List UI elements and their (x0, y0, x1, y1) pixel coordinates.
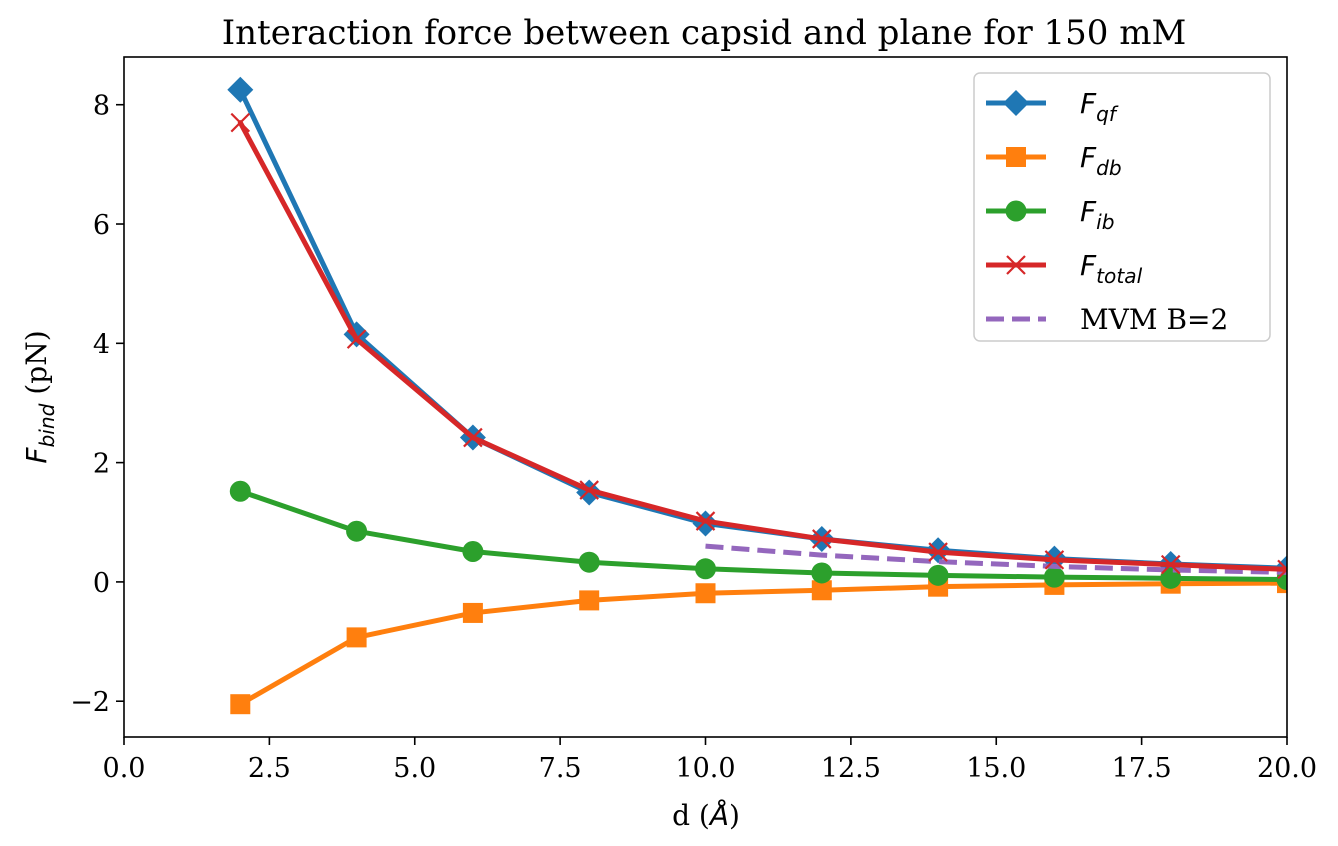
y-tick-label: 0 (93, 568, 110, 599)
x-tick-label: 2.5 (248, 753, 291, 784)
legend-label: Fib (1080, 195, 1115, 234)
label-base: F (1080, 195, 1097, 228)
data-point-f-total (1160, 554, 1181, 575)
series-f-ib (229, 480, 1287, 591)
y-tick-label: 4 (93, 329, 110, 360)
legend-swatch-marker (1005, 200, 1027, 222)
legend-swatch-marker (1003, 90, 1029, 116)
legend-swatch-marker (1006, 147, 1026, 167)
x-tick-label: 10.0 (675, 753, 735, 784)
data-point-f-ib (695, 558, 716, 580)
x-tick-label: 5.0 (393, 753, 436, 784)
legend-swatch-marker (1006, 255, 1026, 275)
data-point-f-ib (927, 564, 949, 586)
data-point-f-total (1277, 559, 1287, 580)
series-line-mvm-b-2 (705, 543, 1287, 575)
data-point-f-db (230, 694, 251, 715)
data-point-f-total (230, 112, 251, 133)
legend-label: Ftotal (1080, 249, 1143, 288)
label-base: F (1080, 141, 1097, 174)
x-tick-label: 0.0 (103, 753, 146, 784)
x-tick-label: 12.5 (821, 753, 881, 784)
x-label-unit: Å (708, 798, 729, 832)
series-f-db (230, 573, 1287, 715)
x-label-text: d ( (672, 799, 710, 832)
data-point-f-db (346, 627, 367, 648)
data-point-f-total (1044, 550, 1065, 570)
y-tick-label: −2 (70, 687, 110, 718)
series-line-f-db (237, 580, 1287, 707)
data-point-f-qf (227, 76, 254, 103)
x-tick-label: 17.5 (1112, 753, 1172, 784)
label-subscript: db (1096, 156, 1122, 180)
x-tick-label: 15.0 (966, 753, 1026, 784)
data-point-f-total (463, 427, 483, 448)
series-mvm-b-2 (705, 543, 1287, 575)
legend-box (973, 72, 1271, 342)
plot-layer (227, 76, 1287, 715)
x-tick-label: 20.0 (1257, 753, 1317, 784)
y-label-unit: (pN) (20, 330, 53, 403)
data-point-f-total (346, 329, 367, 349)
y-tick-label: 6 (93, 210, 110, 241)
x-label-text: ) (729, 799, 740, 832)
x-axis-label: d (Å) (672, 798, 740, 832)
series-f-total (230, 112, 1287, 580)
data-point-f-total (579, 480, 599, 500)
data-point-f-db (811, 580, 832, 601)
y-tick-label: 8 (93, 91, 110, 122)
legend-label: Fdb (1080, 141, 1122, 180)
x-axis-ticks: 0.0 2.5 5.0 7.5 10.0 12.5 15.0 17.5 20.0 (103, 737, 1317, 784)
data-point-f-ib (462, 540, 484, 562)
legend-item-mvm-b-2: MVM B=2 (986, 303, 1228, 336)
chart-title: Interaction force between capsid and pla… (222, 13, 1187, 53)
data-point-f-total (812, 529, 832, 549)
label-base: F (1080, 87, 1097, 120)
series-line-f-ib (237, 488, 1287, 583)
y-axis-label: Fbind (pN) (20, 330, 59, 463)
label-subscript: total (1096, 264, 1142, 288)
legend-item-f-db: Fdb (986, 141, 1122, 180)
y-label-subscript: bind (35, 403, 59, 447)
legend-item-f-qf: Fqf (986, 87, 1119, 126)
y-label-base: F (20, 447, 53, 464)
data-point-f-total (928, 542, 948, 562)
label-base: F (1080, 249, 1097, 282)
data-point-f-ib (1160, 567, 1182, 589)
data-point-f-ib (229, 480, 251, 502)
legend-label: MVM B=2 (1080, 303, 1228, 336)
legend-item-f-total: Ftotal (986, 249, 1143, 288)
data-point-f-db (695, 583, 716, 604)
label-subscript: ib (1096, 210, 1114, 234)
y-tick-label: 2 (93, 449, 110, 480)
legend-label: Fqf (1080, 87, 1119, 126)
series-line-f-total (237, 120, 1287, 572)
data-point-f-db (462, 602, 483, 623)
x-tick-label: 7.5 (539, 753, 582, 784)
y-axis-ticks: −2 0 2 4 6 8 (70, 91, 124, 718)
data-point-f-db (579, 590, 600, 611)
legend-item-f-ib: Fib (986, 195, 1115, 234)
data-point-f-total (695, 511, 716, 531)
data-point-f-ib (578, 551, 600, 573)
label-subscript: qf (1096, 102, 1119, 126)
data-point-f-ib (811, 562, 833, 584)
data-point-f-ib (1043, 566, 1065, 588)
data-point-f-ib (346, 520, 368, 542)
